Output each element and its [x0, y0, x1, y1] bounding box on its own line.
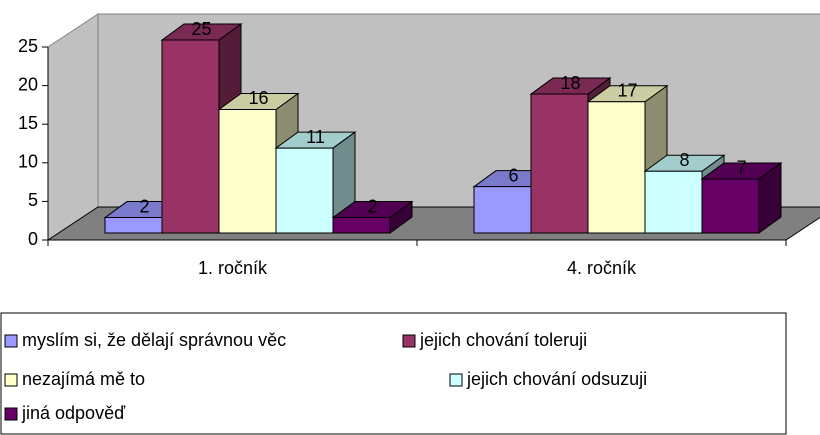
legend-label: jejich chování odsuzuji — [466, 369, 647, 389]
legend-label: myslím si, že dělají správnou věc — [22, 330, 286, 350]
bar-front — [473, 186, 532, 234]
bar-front — [161, 39, 220, 234]
y-tick-label: 20 — [18, 74, 38, 94]
data-label: 2 — [367, 196, 377, 216]
bar-front — [275, 147, 334, 234]
legend-label: jejich chování toleruji — [419, 330, 587, 350]
data-label: 6 — [508, 165, 518, 185]
side-wall — [47, 13, 99, 241]
bar-front — [218, 108, 277, 234]
data-label: 2 — [139, 196, 149, 216]
bar-front — [587, 101, 646, 234]
y-tick-label: 0 — [28, 229, 38, 249]
x-tick-label: 1. ročník — [198, 258, 268, 278]
legend-label: jiná odpověď — [21, 403, 126, 423]
legend-swatch — [4, 334, 18, 348]
legend-swatch — [4, 373, 18, 387]
data-label: 25 — [191, 19, 211, 39]
data-label: 7 — [736, 158, 746, 178]
data-label: 8 — [679, 150, 689, 170]
bar-front — [701, 178, 760, 234]
bar — [700, 161, 783, 234]
x-tick-label: 4. ročník — [567, 258, 637, 278]
legend-box — [0, 312, 787, 435]
legend-swatch — [402, 334, 416, 348]
y-tick-label: 25 — [18, 36, 38, 56]
data-label: 17 — [617, 81, 637, 101]
bar-front — [104, 217, 163, 234]
y-tick-label: 10 — [18, 152, 38, 172]
bar-front — [332, 217, 391, 234]
data-label: 11 — [306, 127, 325, 147]
legend-swatch — [4, 407, 18, 421]
bar — [331, 200, 414, 234]
y-tick-label: 5 — [28, 190, 38, 210]
legend-label: nezajímá mě to — [22, 369, 145, 389]
data-label: 16 — [248, 88, 268, 108]
bar-front — [530, 93, 589, 234]
data-label: 18 — [560, 73, 580, 93]
bar-front — [644, 170, 703, 234]
legend-swatch — [449, 373, 463, 387]
y-tick-label: 15 — [18, 113, 38, 133]
